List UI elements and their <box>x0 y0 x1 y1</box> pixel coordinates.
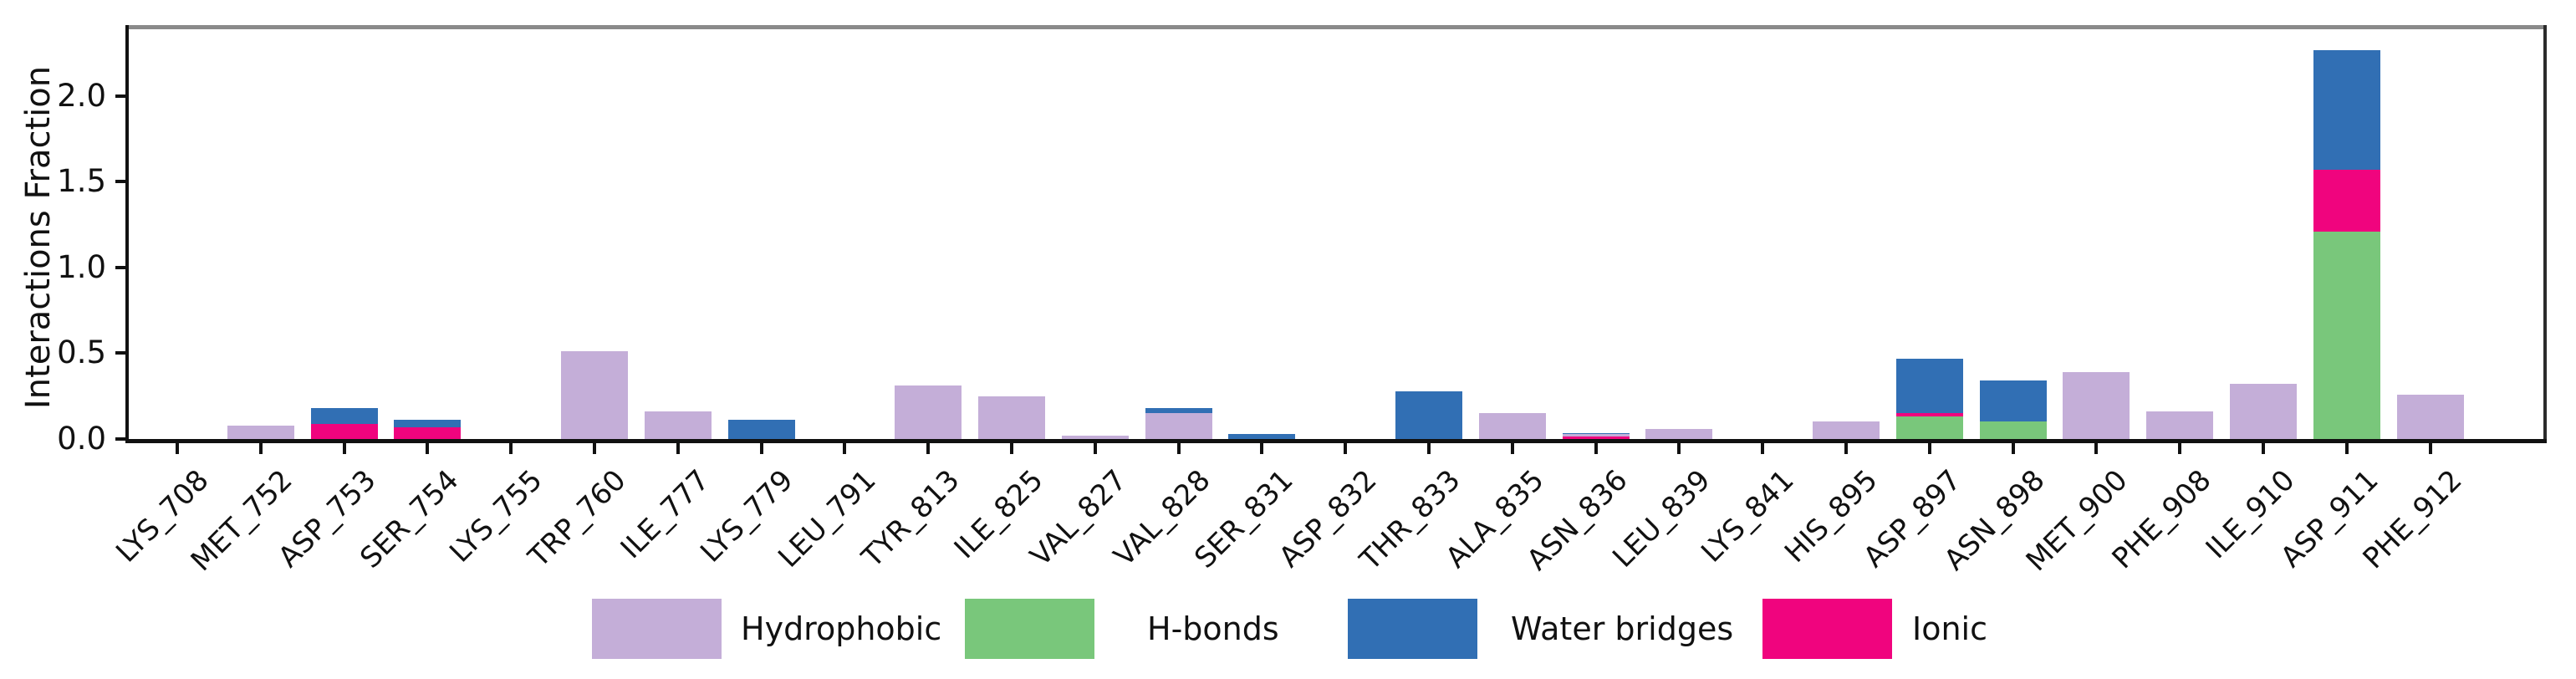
y-tick <box>115 180 129 184</box>
y-tick-label: 0.0 <box>57 421 106 457</box>
x-tick <box>1344 439 1348 454</box>
x-tick <box>176 439 179 454</box>
x-tick <box>258 439 263 454</box>
bar-segment-water-bridges <box>1895 358 1963 414</box>
legend-swatch-hydrophobic <box>592 599 722 659</box>
bar-segment-ionic <box>310 423 378 439</box>
right-spine <box>2543 25 2547 439</box>
bar-segment-water-bridges <box>2313 49 2380 171</box>
bar-segment-water-bridges <box>1145 408 1212 414</box>
y-tick <box>115 351 129 355</box>
y-tick <box>115 265 129 269</box>
y-tick <box>115 437 129 441</box>
bar-segment-hydrophobic <box>227 425 294 439</box>
x-tick <box>1510 439 1514 454</box>
bar-segment-h-bonds <box>2313 231 2380 439</box>
bar-segment-hydrophobic <box>978 396 1045 439</box>
bar-segment-hydrophobic <box>644 411 712 439</box>
bar-segment-h-bonds <box>1895 416 1963 439</box>
x-tick <box>2262 439 2265 454</box>
x-tick <box>593 439 596 454</box>
bar-segment-ionic <box>394 426 462 439</box>
bar-segment-ionic <box>2313 170 2380 232</box>
legend-label: Water bridges <box>1511 610 1734 647</box>
bar-segment-hydrophobic <box>1645 428 1713 439</box>
legend-swatch-water-bridges <box>1348 599 1477 659</box>
bar-segment-water-bridges <box>1395 391 1462 439</box>
x-tick <box>426 439 430 454</box>
x-axis-line <box>125 439 2547 443</box>
y-tick-label: 1.0 <box>57 248 106 285</box>
x-tick <box>342 439 346 454</box>
x-tick <box>843 439 847 454</box>
x-tick <box>1761 439 1765 454</box>
legend-swatch-ionic <box>1762 599 1892 659</box>
bar-segment-hydrophobic <box>2230 384 2297 439</box>
bar-segment-water-bridges <box>310 408 378 424</box>
bar-segment-water-bridges <box>1228 433 1296 439</box>
x-tick <box>1010 439 1013 454</box>
bar-segment-hydrophobic <box>1145 413 1212 439</box>
x-tick <box>2428 439 2432 454</box>
legend-label: Hydrophobic <box>741 610 942 647</box>
x-tick <box>1427 439 1431 454</box>
x-tick <box>1677 439 1681 454</box>
legend-label: H-bonds <box>1147 610 1279 647</box>
bar-segment-hydrophobic <box>2146 411 2214 439</box>
bar-segment-hydrophobic <box>2396 394 2464 439</box>
bar-segment-hydrophobic <box>1478 413 1546 439</box>
left-spine <box>125 25 129 443</box>
bar-segment-hydrophobic <box>895 385 962 439</box>
bar-segment-water-bridges <box>1562 432 1630 434</box>
bar-segment-ionic <box>1895 413 1963 417</box>
x-tick <box>2011 439 2015 454</box>
x-tick-label: LYS_841 <box>1695 463 1801 569</box>
x-tick <box>926 439 931 454</box>
x-tick <box>1844 439 1848 454</box>
bar-segment-hydrophobic <box>1061 435 1129 439</box>
y-tick <box>115 94 129 98</box>
bar-segment-ionic <box>1562 436 1630 439</box>
y-tick-label: 1.5 <box>57 163 106 200</box>
x-tick <box>1260 439 1264 454</box>
x-tick <box>1594 439 1598 454</box>
bar-segment-water-bridges <box>394 420 462 427</box>
y-tick-label: 2.0 <box>57 77 106 114</box>
x-tick <box>1927 439 1931 454</box>
plot-area <box>125 25 2547 443</box>
bar-segment-hydrophobic <box>2063 372 2130 439</box>
x-tick <box>1176 439 1181 454</box>
bar-segment-hydrophobic <box>561 351 628 439</box>
x-tick <box>1093 439 1097 454</box>
y-tick-label: 0.5 <box>57 334 106 371</box>
top-spine <box>129 25 2543 29</box>
x-tick <box>2344 439 2349 454</box>
x-tick <box>2178 439 2182 454</box>
x-tick <box>759 439 763 454</box>
x-tick <box>676 439 680 454</box>
bar-segment-h-bonds <box>1979 421 2047 439</box>
legend-label: Ionic <box>1912 610 1987 647</box>
x-tick <box>2094 439 2099 454</box>
bar-segment-hydrophobic <box>1562 433 1630 436</box>
bar-segment-water-bridges <box>727 420 795 439</box>
x-tick <box>509 439 513 454</box>
bar-segment-water-bridges <box>1979 380 2047 422</box>
bar-segment-hydrophobic <box>1813 421 1880 439</box>
legend-swatch-h-bonds <box>965 599 1094 659</box>
